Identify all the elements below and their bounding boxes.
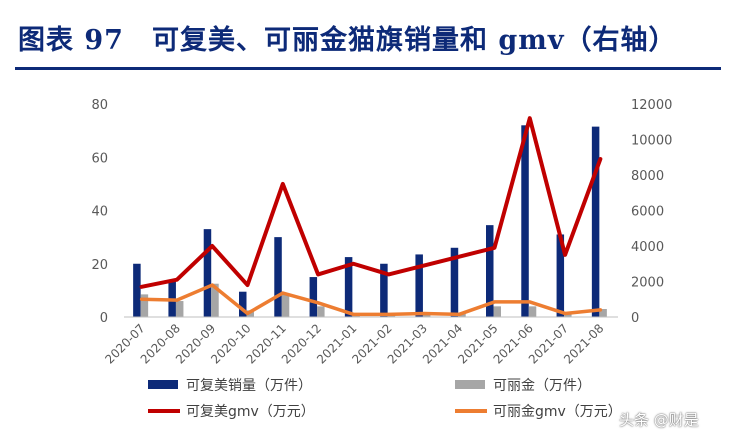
legend-kelijin-gmv-label: 可丽金gmv（万元） (493, 404, 622, 420)
bar-kelijin-sales (211, 283, 219, 317)
legend-kelijin-sales-label: 可丽金（万件） (493, 378, 591, 394)
bar-kelijin-sales (528, 306, 537, 317)
bar-kelijin-sales (175, 301, 184, 317)
left-tick-label: 20 (91, 258, 108, 273)
bar-kefumei-sales (344, 257, 353, 317)
bar-kefumei-sales (309, 277, 318, 317)
bar-kelijin-sales (564, 313, 572, 317)
bar-kelijin-sales (493, 306, 501, 317)
bar-kefumei-sales (274, 237, 282, 317)
bar-kefumei-sales (415, 254, 423, 317)
bar-kefumei-sales (556, 234, 565, 317)
right-tick-label: 2000 (631, 276, 664, 291)
bar-kefumei-sales (450, 247, 459, 317)
bar-kefumei-sales (239, 291, 247, 317)
bar-kefumei-sales (521, 125, 529, 317)
bar-kefumei-sales (203, 229, 212, 317)
bar-kelijin-sales (317, 306, 325, 317)
left-tick-label: 40 (91, 205, 108, 220)
right-tick-label: 10000 (631, 134, 672, 149)
left-tick-label: 60 (91, 151, 108, 166)
legend-kefumei-sales-label: 可复美销量（万件） (186, 377, 312, 394)
right-tick-label: 8000 (631, 169, 664, 184)
line-kelijin-gmv (139, 283, 603, 317)
bar-kefumei-sales (486, 225, 494, 317)
bar-kelijin-sales (281, 294, 290, 317)
legend-kefumei-gmv-label: 可复美gmv（万元） (186, 403, 315, 420)
bar-kefumei-sales (133, 263, 141, 317)
legend-kefumei-sales-swatch (148, 380, 178, 389)
legend-kelijin-sales-swatch (455, 380, 485, 389)
right-tick-label: 4000 (631, 240, 664, 255)
right-tick-label: 0 (631, 311, 639, 326)
right-tick-label: 12000 (631, 98, 672, 113)
chart-title: 图表 97 可复美、可丽金猫旗销量和 gmv（右轴） (18, 25, 677, 56)
right-tick-label: 6000 (631, 205, 664, 220)
bar-kelijin-sales (140, 294, 149, 317)
line-kefumei-gmv (139, 116, 603, 289)
bar-kefumei-sales (380, 263, 388, 317)
left-tick-label: 80 (91, 98, 108, 113)
watermark: 头条 @财是 (619, 411, 699, 429)
title-divider (15, 67, 721, 70)
bar-kelijin-sales (599, 309, 607, 317)
bar-kefumei-sales (591, 126, 600, 317)
left-tick-label: 0 (100, 311, 108, 326)
